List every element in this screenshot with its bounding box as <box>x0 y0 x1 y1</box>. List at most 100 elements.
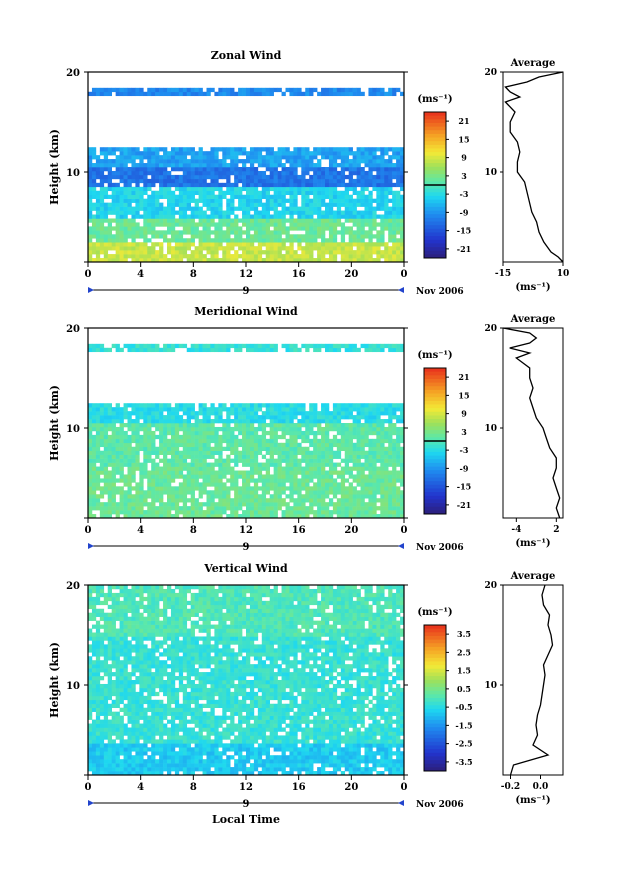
heatmap-cell <box>143 462 148 467</box>
heatmap-cell <box>147 446 152 452</box>
heatmap-cell <box>277 210 282 215</box>
heatmap-cell <box>242 510 247 515</box>
heatmap-cell <box>392 226 397 231</box>
heatmap-cell <box>380 170 385 176</box>
heatmap-cell <box>174 403 180 408</box>
heatmap-cell <box>257 163 263 168</box>
heatmap-cell <box>285 462 290 467</box>
heatmap-cell <box>167 230 172 235</box>
heatmap-cell <box>328 163 334 168</box>
heatmap-cell <box>261 426 267 432</box>
heatmap-cell <box>372 426 377 432</box>
heatmap-cell <box>174 494 180 499</box>
heatmap-cell <box>151 482 156 487</box>
colorbar-segment <box>424 239 446 244</box>
heatmap-cell <box>151 194 156 199</box>
heatmap-cell <box>230 210 235 215</box>
heatmap-cell <box>368 198 373 203</box>
heatmap-cell <box>107 462 112 467</box>
heatmap-cell <box>167 242 172 247</box>
heatmap-cell <box>103 426 109 432</box>
heatmap-cell <box>99 234 105 239</box>
heatmap-cell <box>155 155 160 160</box>
heatmap-cell <box>143 174 148 180</box>
heatmap-cell <box>352 474 357 479</box>
heatmap-cell <box>214 206 219 211</box>
heatmap-cell <box>301 170 306 176</box>
heatmap-cell <box>368 218 373 223</box>
heatmap-cell <box>309 411 314 416</box>
heatmap-cell <box>99 159 105 164</box>
heatmap-cell <box>285 446 290 452</box>
heatmap-cell <box>238 230 243 235</box>
heatmap-cell <box>372 442 377 448</box>
heatmap-cell <box>328 759 334 764</box>
heatmap-cell <box>396 159 401 164</box>
heatmap-cell <box>269 163 274 168</box>
heatmap-cell <box>230 147 235 152</box>
heatmap-cell <box>257 423 263 428</box>
heatmap-cell <box>123 174 128 180</box>
heatmap-cell <box>167 438 172 444</box>
heatmap-cell <box>246 419 251 424</box>
heatmap-cell <box>174 763 180 768</box>
heatmap-cell <box>99 454 105 459</box>
heatmap-cell <box>155 482 160 487</box>
heatmap-cell <box>340 415 346 420</box>
heatmap-cell <box>372 486 377 491</box>
heatmap-cell <box>103 458 109 463</box>
heatmap-cell <box>151 415 156 420</box>
heatmap-cell <box>186 514 191 519</box>
heatmap-cell <box>281 222 286 227</box>
heatmap-cell <box>218 202 223 207</box>
heatmap-cell <box>360 210 365 215</box>
heatmap-cell <box>388 755 393 760</box>
heatmap-cell <box>159 218 164 223</box>
heatmap-cell <box>356 759 361 764</box>
heatmap-cell <box>186 415 191 420</box>
heatmap-cell <box>360 226 365 231</box>
heatmap-cell <box>376 238 381 243</box>
heatmap-cell <box>190 494 195 499</box>
heatmap-cell <box>289 450 294 455</box>
heatmap-cell <box>198 466 203 471</box>
heatmap-cell <box>206 482 211 487</box>
colorbar-segment <box>424 451 446 456</box>
heatmap-cell <box>313 230 318 235</box>
heatmap-cell <box>202 91 207 97</box>
heatmap-cell <box>360 771 365 776</box>
heatmap-cell <box>321 446 326 452</box>
heatmap-cell <box>297 419 302 424</box>
heatmap-cell <box>95 403 101 408</box>
heatmap-cell <box>273 423 278 428</box>
heatmap-cell <box>313 218 318 223</box>
heatmap-cell <box>364 182 369 188</box>
heatmap-cell <box>249 170 255 176</box>
heatmap-cell <box>297 87 302 93</box>
heatmap-cell <box>174 91 180 97</box>
heatmap-cell <box>167 462 172 467</box>
heatmap-cell <box>163 438 168 444</box>
heatmap-cell <box>340 486 346 491</box>
heatmap-cell <box>214 182 219 188</box>
heatmap-cell <box>400 258 405 263</box>
heatmap-cell <box>265 514 270 519</box>
heatmap-cell <box>135 178 140 184</box>
heatmap-cell <box>198 458 203 463</box>
heatmap-cell <box>151 190 156 196</box>
heatmap-cell <box>380 426 385 432</box>
heatmap-cell <box>198 438 203 444</box>
heatmap-cell <box>210 202 215 207</box>
heatmap-cell <box>198 470 203 475</box>
x-tick-label: 0 <box>401 525 408 536</box>
heatmap-cell <box>170 430 176 436</box>
heatmap-cell <box>103 478 109 483</box>
heatmap-cell <box>167 763 172 768</box>
heatmap-cell <box>111 442 116 448</box>
heatmap-cell <box>198 490 203 495</box>
heatmap-cell <box>147 454 152 459</box>
heatmap-cell <box>163 210 168 215</box>
heatmap-cell <box>222 190 227 196</box>
heatmap-cell <box>372 411 377 416</box>
heatmap-cell <box>186 490 191 495</box>
